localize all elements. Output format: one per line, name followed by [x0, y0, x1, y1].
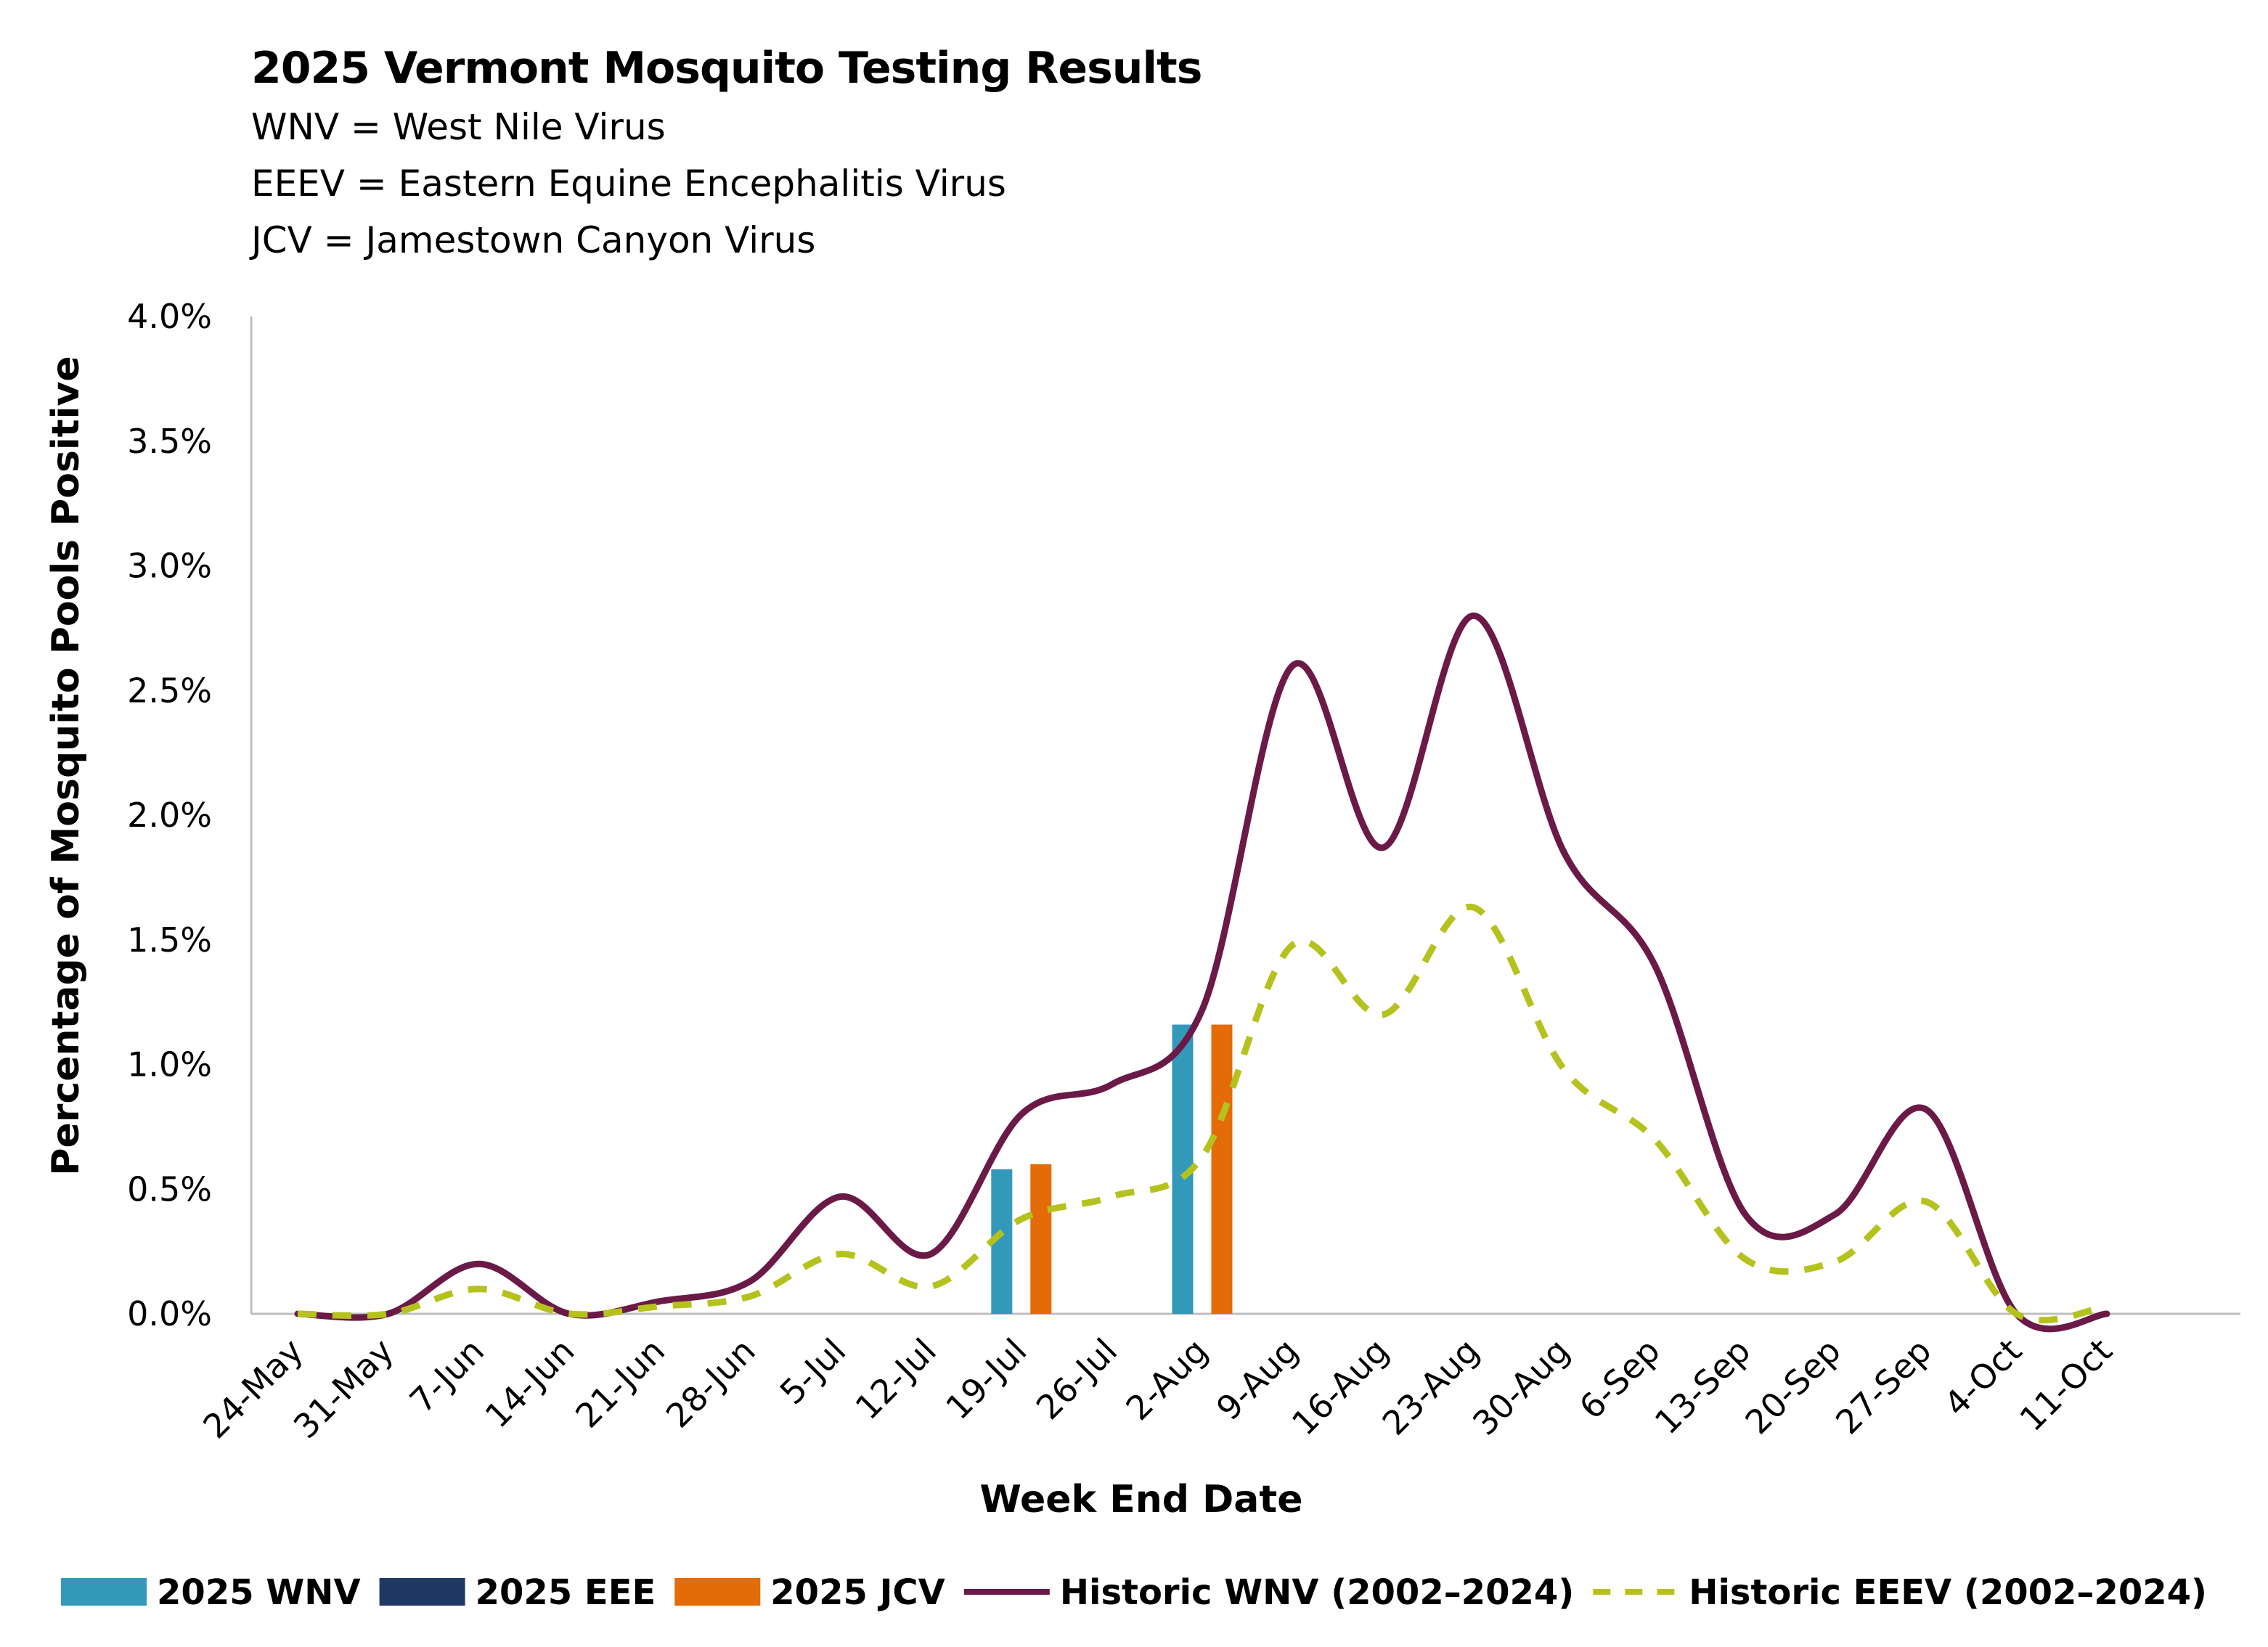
- y-tick-label: 3.0%: [127, 547, 212, 586]
- x-tick-label: 26-Jul: [1029, 1331, 1125, 1427]
- legend-label: Historic WNV (2002–2024): [1060, 1572, 1574, 1613]
- x-tick-label: 13-Sep: [1647, 1331, 1758, 1442]
- legend-swatch: [379, 1578, 465, 1606]
- legend-label: 2025 EEE: [476, 1572, 656, 1613]
- legend-label: 2025 WNV: [157, 1572, 361, 1613]
- x-tick-label: 30-Aug: [1465, 1331, 1577, 1443]
- x-tick-label: 23-Aug: [1374, 1331, 1486, 1443]
- x-tick-label: 5-Jul: [772, 1331, 854, 1413]
- x-tick-label: 2-Aug: [1118, 1331, 1215, 1428]
- bar-2025-jcv: [1211, 1024, 1233, 1314]
- y-tick-label: 0.0%: [127, 1294, 212, 1333]
- y-tick-label: 0.5%: [127, 1169, 212, 1209]
- chart-title: 2025 Vermont Mosquito Testing Results: [251, 43, 1202, 94]
- x-tick-label: 11-Oct: [2012, 1331, 2119, 1439]
- y-tick-labels: 0.0% 0.5% 1.0% 1.5% 2.0% 2.5% 3.0% 3.5% 4.0%: [127, 297, 212, 1333]
- legend-item-2025-jcv: 2025 JCV: [674, 1572, 945, 1613]
- subtitle-wnv: WNV = West Nile Virus: [251, 106, 666, 148]
- y-tick-label: 1.5%: [127, 920, 212, 960]
- line-historic-eeev-2002-2024: [297, 904, 2108, 1324]
- legend-swatch: [61, 1578, 147, 1606]
- x-tick-label: 27-Sep: [1828, 1331, 1939, 1442]
- x-tick-label: 24-May: [195, 1331, 311, 1447]
- x-tick-label: 14-Jun: [478, 1331, 582, 1436]
- x-tick-label: 21-Jun: [568, 1331, 672, 1436]
- y-tick-label: 2.5%: [127, 671, 212, 710]
- x-tick-label: 16-Aug: [1284, 1331, 1396, 1443]
- title-block: 2025 Vermont Mosquito Testing Results WN…: [251, 38, 1202, 269]
- y-axis-title: Percentage of Mosquito Pools Positive: [44, 356, 88, 1175]
- legend-item-historic-wnv-2002-2024: Historic WNV (2002–2024): [963, 1572, 1574, 1613]
- x-tick-label: 28-Jun: [658, 1331, 763, 1436]
- legend-item-2025-wnv: 2025 WNV: [61, 1572, 361, 1613]
- y-tick-label: 2.0%: [127, 796, 212, 835]
- x-tick-label: 20-Sep: [1737, 1331, 1848, 1442]
- line-series-group: [294, 612, 2110, 1333]
- legend-item-historic-eeev-2002-2024: Historic EEEV (2002–2024): [1593, 1572, 2207, 1613]
- y-tick-label: 1.0%: [127, 1045, 212, 1084]
- x-tick-label: 19-Jul: [938, 1331, 1034, 1427]
- y-tick-label: 3.5%: [127, 422, 212, 461]
- legend-item-2025-eee: 2025 EEE: [379, 1572, 656, 1613]
- x-axis-title: Week End Date: [980, 1478, 1303, 1521]
- legend-swatch: [674, 1578, 761, 1606]
- legend: 2025 WNV 2025 EEE 2025 JCV Historic WNV (20…: [61, 1572, 2207, 1613]
- subtitle-jcv: JCV = Jamestown Canyon Virus: [251, 219, 816, 261]
- bar-series-group: [991, 1024, 1233, 1314]
- x-tick-label: 31-May: [286, 1331, 401, 1447]
- x-tick-label: 12-Jul: [848, 1331, 944, 1427]
- legend-label: 2025 JCV: [770, 1572, 945, 1613]
- bar-2025-jcv: [1030, 1164, 1052, 1314]
- legend-label: Historic EEEV (2002–2024): [1689, 1572, 2207, 1613]
- y-tick-label: 4.0%: [127, 297, 212, 336]
- line-historic-wnv-2002-2024: [294, 612, 2110, 1333]
- subtitle-eeev: EEEV = Eastern Equine Encephalitis Virus: [251, 163, 1006, 205]
